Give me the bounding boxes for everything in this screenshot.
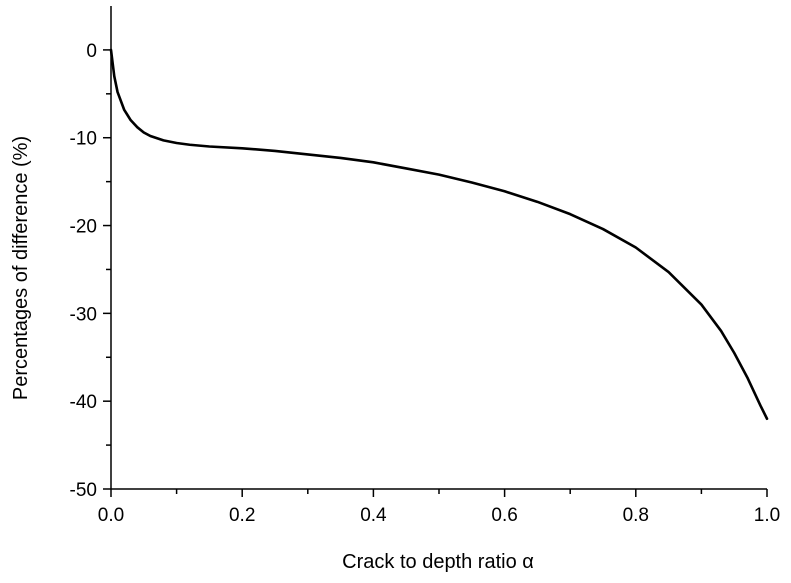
x-tick-label: 1.0 <box>754 505 780 526</box>
y-tick-labels: 0 -10 -20 -30 -40 -50 <box>70 41 97 501</box>
y-tick-label: -10 <box>70 129 97 150</box>
axis-ticks <box>103 49 768 497</box>
x-tick-label: 0.6 <box>491 505 517 526</box>
x-tick-label: 0.0 <box>98 505 124 526</box>
y-tick-label: -50 <box>70 480 97 501</box>
x-tick-label: 0.8 <box>623 505 649 526</box>
series-line <box>109 48 769 421</box>
plot-axes <box>110 6 767 490</box>
x-axis-label: Crack to depth ratio α <box>342 551 534 573</box>
y-tick-label: -20 <box>70 217 97 238</box>
x-tick-label: 0.4 <box>360 505 387 526</box>
y-tick-label: -30 <box>70 304 97 325</box>
x-tick-label: 0.2 <box>229 505 255 526</box>
y-tick-label: 0 <box>86 41 97 62</box>
y-axis-label: Percentages of difference (%) <box>10 136 32 400</box>
x-tick-labels: 0.0 0.2 0.4 0.6 0.8 1.0 <box>98 505 780 526</box>
y-tick-label: -40 <box>70 392 97 413</box>
